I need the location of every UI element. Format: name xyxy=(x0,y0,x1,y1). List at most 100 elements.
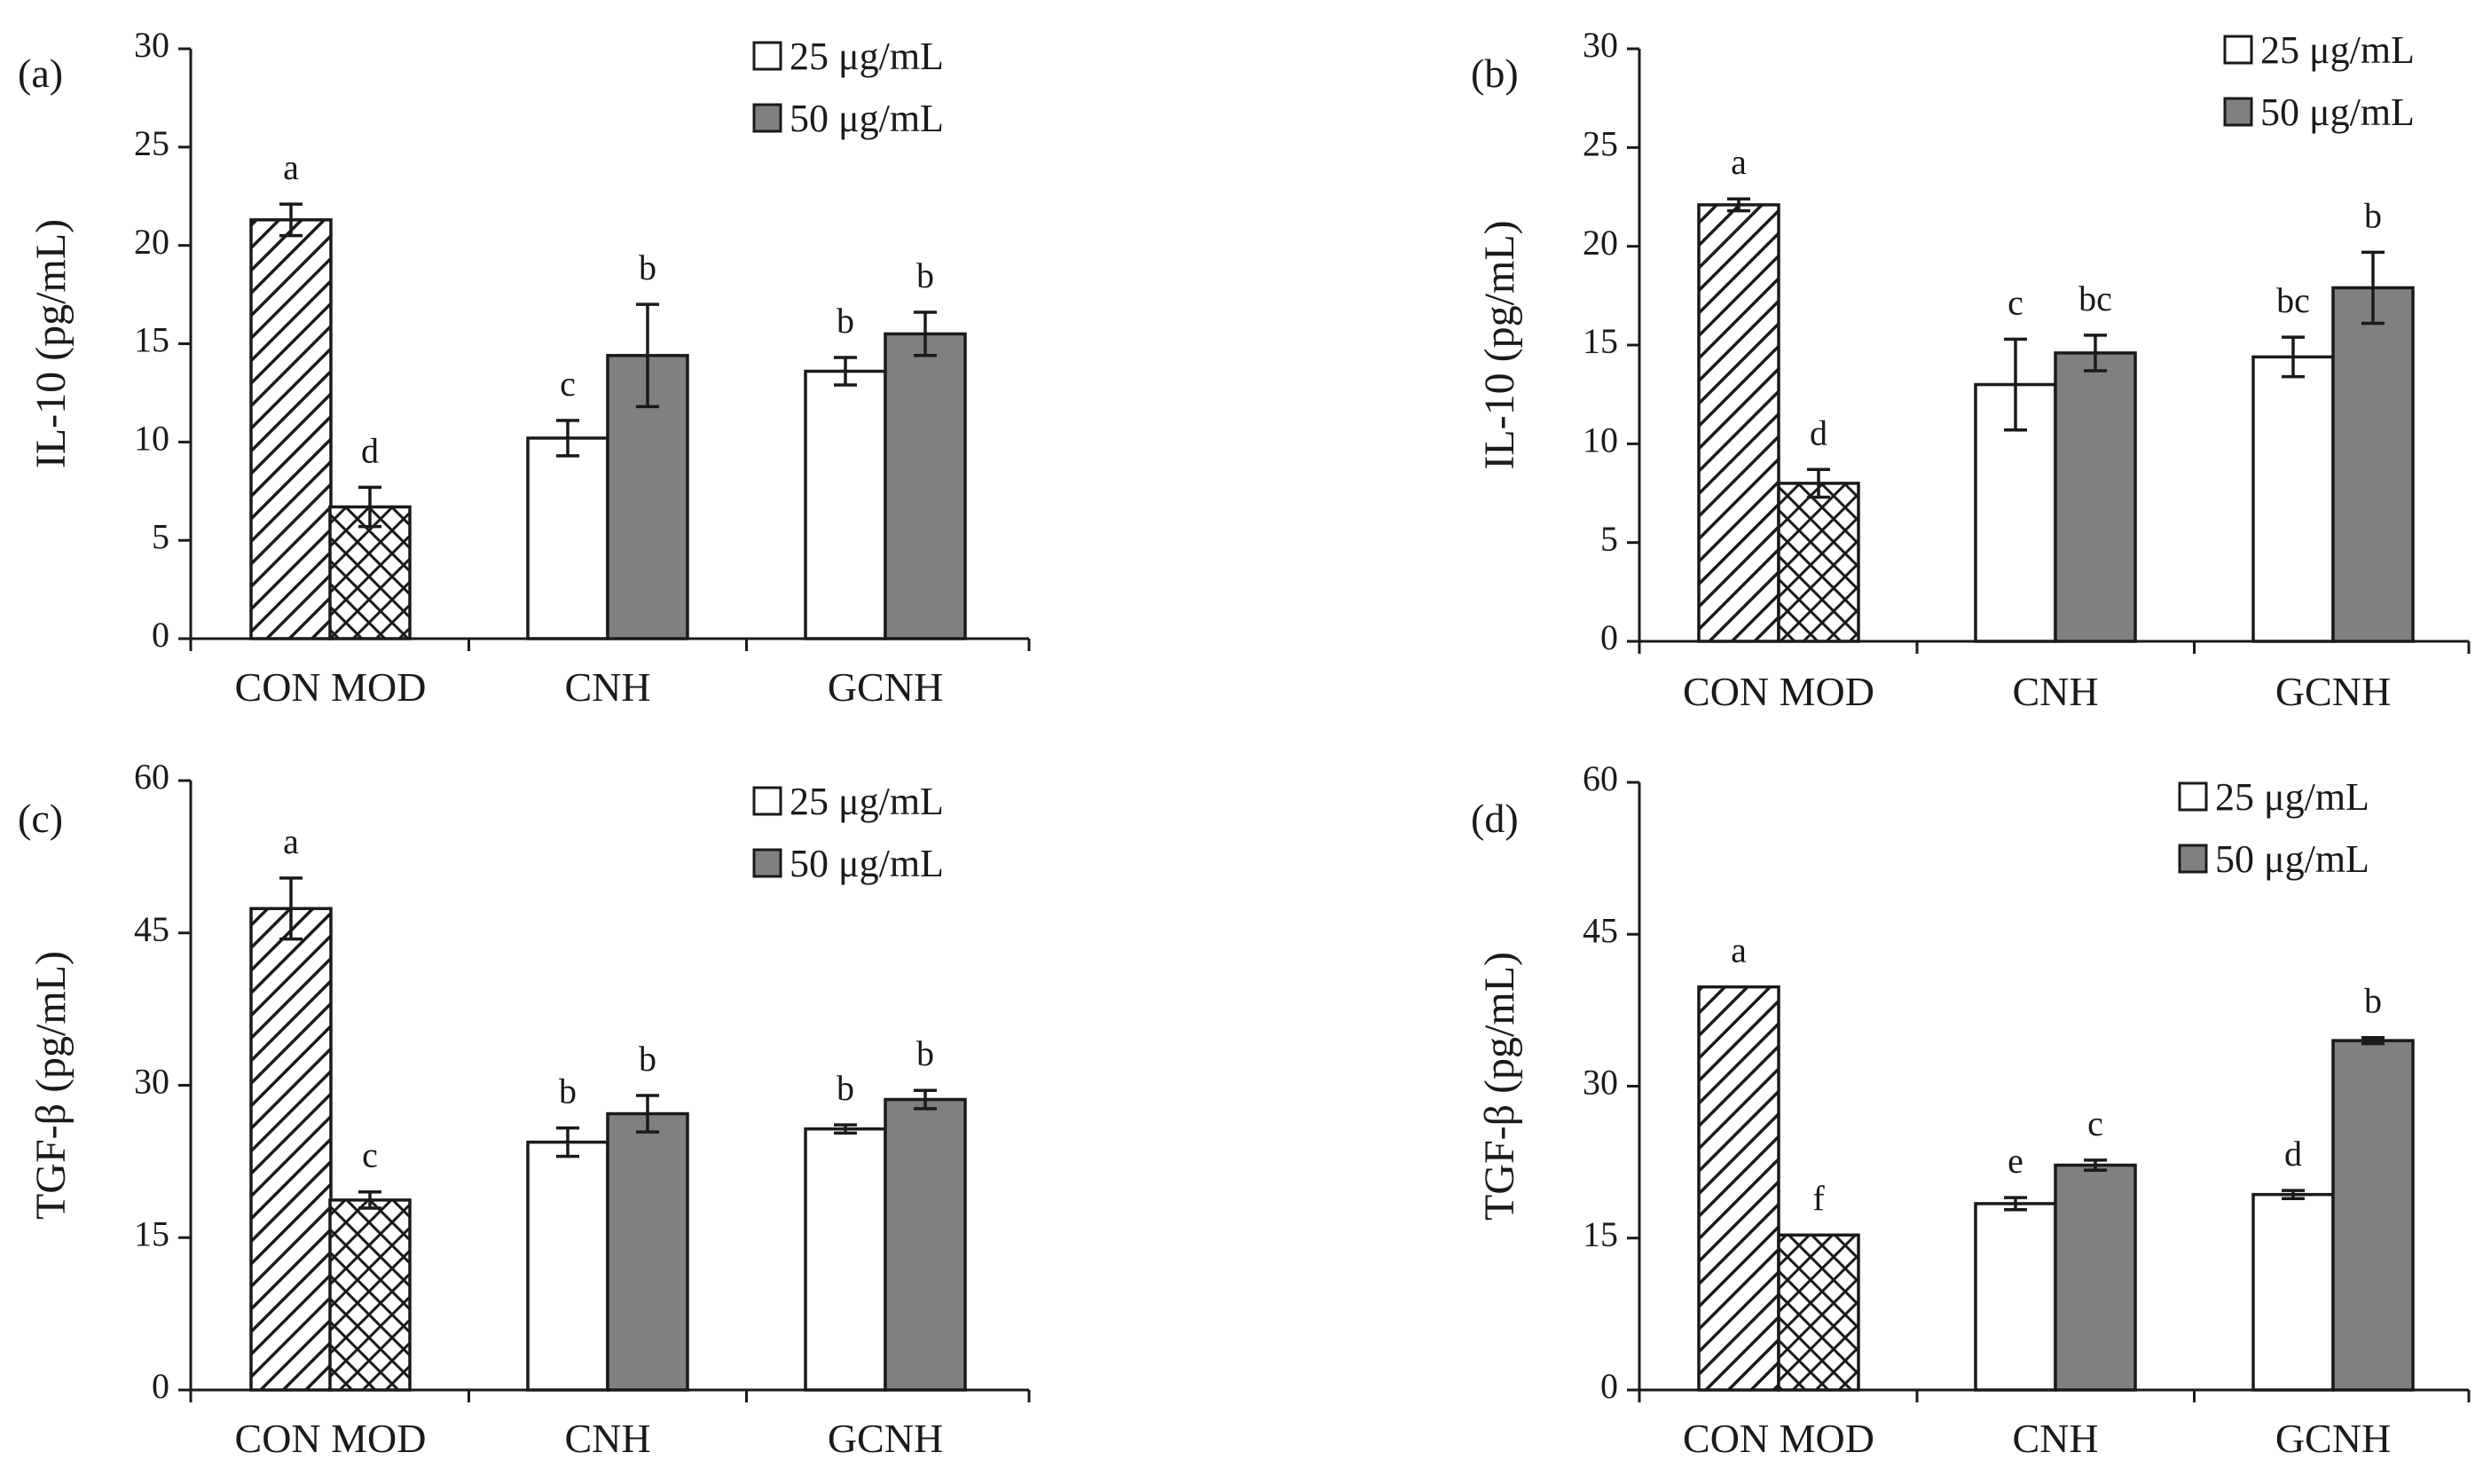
error-bar xyxy=(2282,1189,2305,1200)
significance-letter: b xyxy=(639,247,656,287)
significance-letter: c xyxy=(2008,282,2023,322)
panel-label: (a) xyxy=(18,51,63,96)
significance-letter: d xyxy=(361,430,379,470)
x-category-label: CON MOD xyxy=(1683,669,1874,714)
bar-cnh-white xyxy=(1974,1202,2057,1392)
error-bar xyxy=(2004,1196,2027,1212)
bar-con-hatch xyxy=(1697,203,1780,643)
x-category-label: CON MOD xyxy=(235,1416,427,1461)
bar-cnh-gray xyxy=(2054,1163,2137,1392)
y-tick-label: 10 xyxy=(1583,420,1618,460)
significance-letter: b xyxy=(639,1039,656,1079)
x-category-label: CON MOD xyxy=(235,664,427,710)
significance-letter: d xyxy=(1810,412,1827,452)
bar-mod-cross xyxy=(328,1198,412,1392)
y-tick-label: 45 xyxy=(1583,910,1618,950)
error-bar xyxy=(1807,467,1830,499)
legend-swatch xyxy=(752,786,782,816)
significance-letter: b xyxy=(2364,195,2382,235)
significance-letter: b xyxy=(916,255,934,295)
y-tick-label: 15 xyxy=(1583,1214,1618,1254)
y-tick-label: 60 xyxy=(1583,758,1618,798)
significance-letter: b xyxy=(916,1033,934,1073)
significance-letter: b xyxy=(837,1068,854,1108)
significance-letter: c xyxy=(560,364,576,404)
significance-letter: a xyxy=(283,147,299,187)
significance-letter: b xyxy=(2364,981,2382,1021)
bar-gcnh-gray xyxy=(884,332,967,640)
chart-panel-a: (a) IL-10 (pg/mL) 0 5 10 15 20 25 30 CON MOD CNH GC… xyxy=(18,25,1031,710)
bar-gcnh-gray xyxy=(2331,1039,2415,1392)
error-bar xyxy=(636,302,659,409)
significance-letter: a xyxy=(283,821,299,861)
legend-label: 50 μg/mL xyxy=(790,97,944,140)
significance-letter: a xyxy=(1731,930,1747,970)
significance-letter: d xyxy=(2284,1134,2302,1174)
y-tick-label: 15 xyxy=(1583,321,1618,361)
panel-label: (c) xyxy=(18,796,63,841)
y-tick-label: 30 xyxy=(134,25,169,65)
significance-letter: bc xyxy=(2078,279,2112,318)
y-axis-title: IL-10 (pg/mL) xyxy=(1476,220,1523,469)
bar-gcnh-gray xyxy=(2331,286,2415,643)
legend-swatch xyxy=(752,848,782,878)
chart-panel-d: (d) TGF-β (pg/mL) 0 15 30 45 60 CON MOD CNH GCNH a… xyxy=(1471,758,2471,1461)
error-bar xyxy=(914,310,937,357)
error-bar xyxy=(834,1123,857,1135)
bar-cnh-white xyxy=(526,436,609,640)
legend-label: 50 μg/mL xyxy=(2260,90,2415,134)
y-tick-label: 25 xyxy=(1583,124,1618,164)
bar-mod-cross xyxy=(1777,482,1860,643)
legend-swatch xyxy=(2223,97,2253,127)
y-axis-title: TGF-β (pg/mL) xyxy=(1476,952,1523,1221)
error-bar xyxy=(914,1088,937,1111)
legend-swatch xyxy=(2178,781,2208,812)
bar-cnh-gray xyxy=(2054,351,2137,643)
y-tick-label: 0 xyxy=(1600,617,1618,657)
bar-gcnh-gray xyxy=(884,1097,967,1392)
error-bar xyxy=(2004,337,2027,432)
y-tick-label: 25 xyxy=(134,123,169,163)
panel-label: (d) xyxy=(1471,796,1519,841)
significance-letter: f xyxy=(1812,1178,1825,1218)
error-bar xyxy=(2282,335,2305,379)
error-bar xyxy=(2084,334,2107,373)
bar-con-hatch xyxy=(249,218,333,640)
significance-letter: b xyxy=(559,1072,577,1111)
x-category-label: CNH xyxy=(2012,669,2098,714)
y-tick-label: 45 xyxy=(134,909,169,949)
error-bar xyxy=(556,1126,579,1158)
error-bar xyxy=(2361,250,2385,326)
significance-letter: b xyxy=(837,301,854,341)
x-category-label: GCNH xyxy=(828,1416,943,1461)
x-category-label: CON MOD xyxy=(1683,1416,1874,1461)
legend-label: 50 μg/mL xyxy=(790,842,944,885)
error-bar xyxy=(2361,1035,2385,1046)
y-axis-title: TGF-β (pg/mL) xyxy=(28,951,75,1220)
legend-swatch xyxy=(752,103,782,133)
y-tick-label: 10 xyxy=(134,419,169,459)
bar-con-hatch xyxy=(1697,985,1780,1392)
legend-swatch xyxy=(752,41,782,71)
y-tick-label: 5 xyxy=(1600,519,1618,559)
x-category-label: GCNH xyxy=(2275,1416,2391,1461)
significance-letter: bc xyxy=(2276,280,2310,320)
y-tick-label: 0 xyxy=(152,1366,169,1406)
y-tick-label: 20 xyxy=(1583,223,1618,263)
y-tick-label: 0 xyxy=(1600,1366,1618,1406)
y-tick-label: 15 xyxy=(134,1213,169,1253)
y-axis-title: IL-10 (pg/mL) xyxy=(28,219,75,468)
bar-gcnh-white xyxy=(2251,355,2335,643)
legend-label: 50 μg/mL xyxy=(2215,837,2369,881)
y-tick-label: 5 xyxy=(152,516,169,556)
x-category-label: CNH xyxy=(564,1416,650,1461)
error-bar xyxy=(834,356,857,387)
legend-label: 25 μg/mL xyxy=(2260,28,2415,72)
x-category-label: CNH xyxy=(2012,1416,2098,1461)
bar-gcnh-white xyxy=(804,1127,887,1392)
y-tick-label: 60 xyxy=(134,757,169,797)
bar-mod-cross xyxy=(1777,1233,1860,1392)
significance-letter: c xyxy=(2087,1103,2103,1143)
error-bar xyxy=(556,419,579,458)
